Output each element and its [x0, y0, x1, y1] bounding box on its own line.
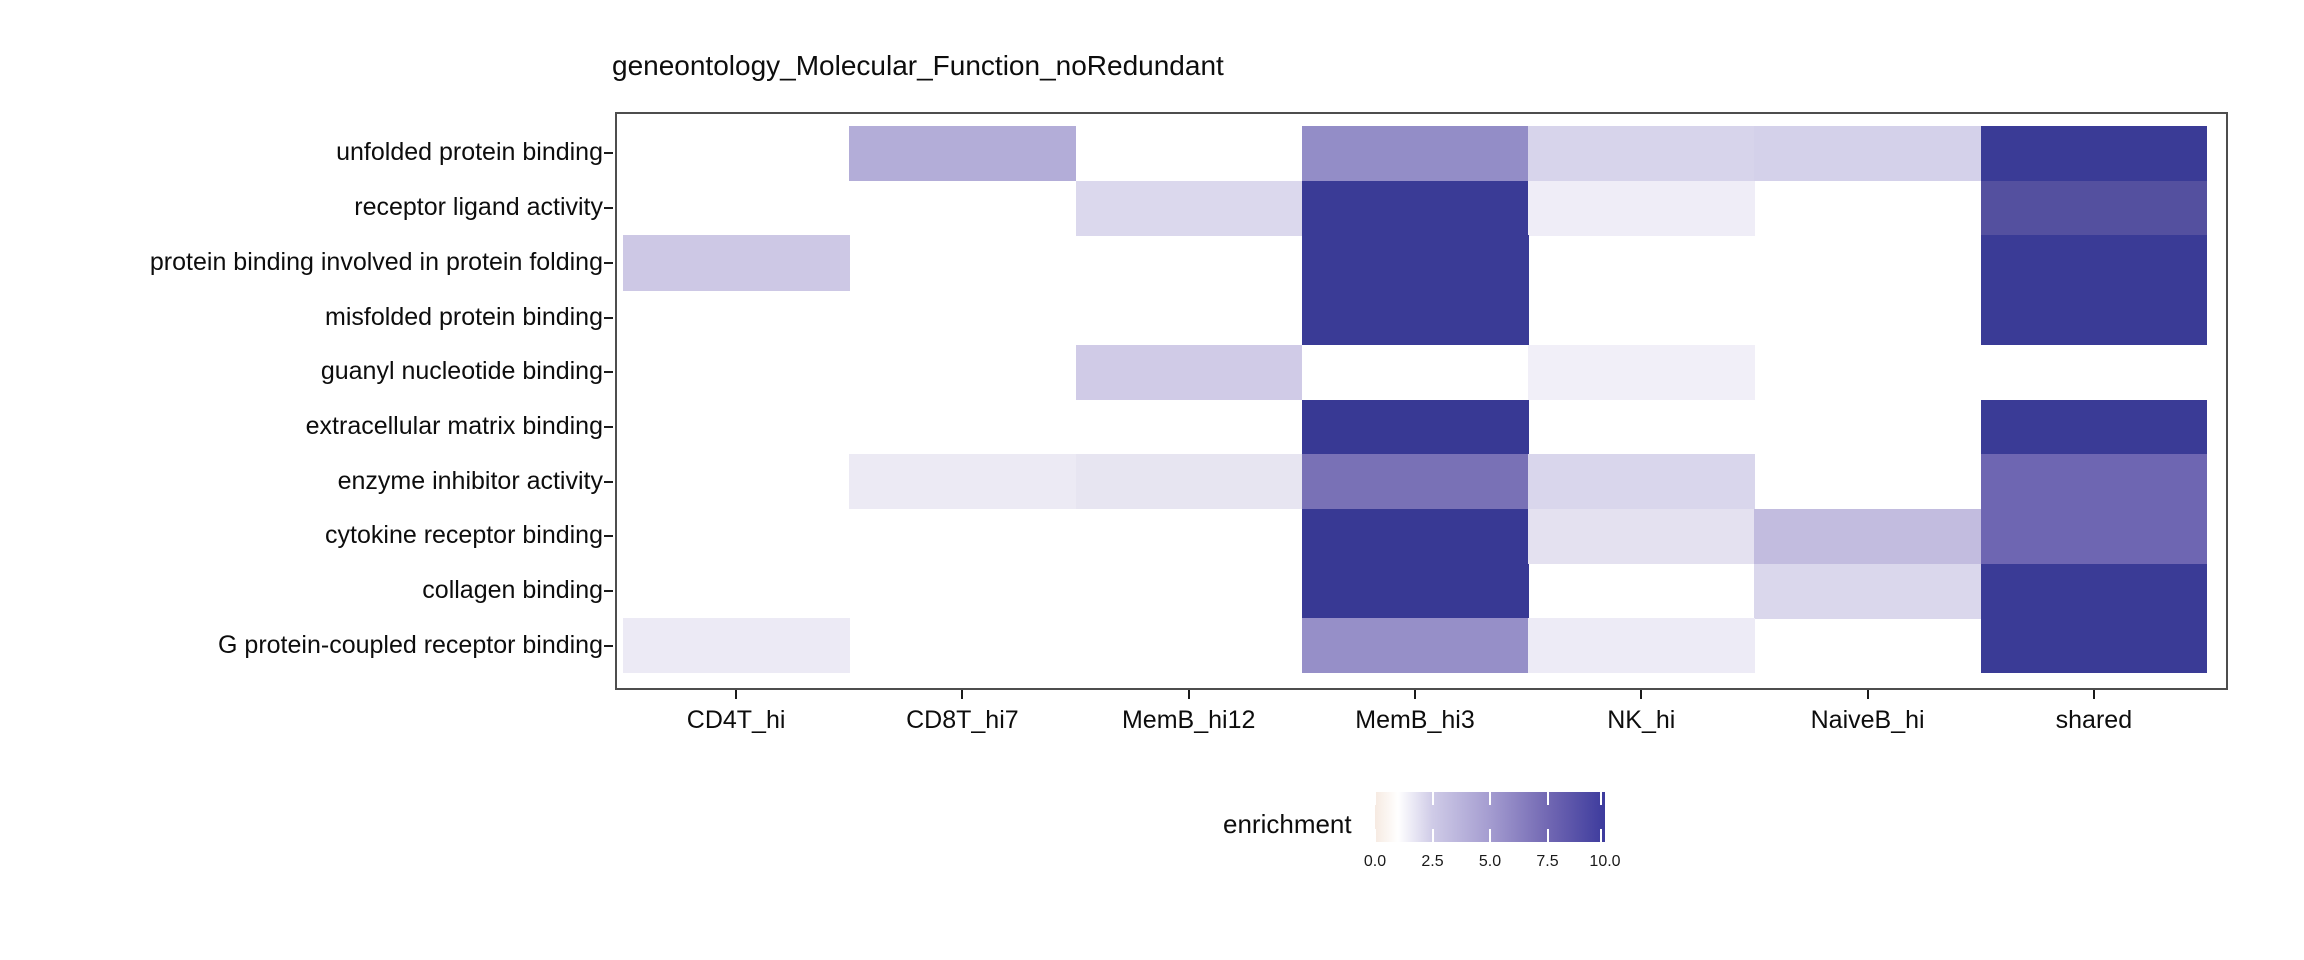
legend-tick	[1546, 829, 1549, 842]
x-axis-label: CD4T_hi	[686, 706, 786, 734]
legend-tick	[1431, 829, 1434, 842]
heatmap-cell	[1754, 126, 1982, 182]
heatmap-cell	[1075, 180, 1303, 236]
legend-tick	[1374, 792, 1376, 805]
heatmap-cell	[1301, 126, 1529, 182]
y-axis-label: guanyl nucleotide binding	[320, 357, 603, 386]
heatmap-cell	[1754, 563, 1982, 619]
heatmap-cell	[1980, 508, 2208, 565]
y-axis-label: enzyme inhibitor activity	[337, 466, 603, 495]
y-axis-tick	[604, 261, 613, 264]
heatmap-cell	[1075, 344, 1303, 400]
heatmap-cell	[1301, 399, 1529, 455]
legend-tick-label: 2.5	[1421, 853, 1444, 870]
y-axis-label: receptor ligand activity	[354, 193, 603, 222]
y-axis-label: G protein-coupled receptor binding	[218, 630, 603, 659]
heatmap-cell	[1980, 126, 2208, 182]
x-axis-label: NaiveB_hi	[1810, 706, 1925, 734]
chart-title: geneontology_Molecular_Function_noRedund…	[612, 50, 1224, 81]
y-axis-label: unfolded protein binding	[336, 138, 603, 167]
heatmap-cell	[1528, 618, 1755, 674]
x-axis-label: NK_hi	[1607, 706, 1676, 734]
heatmap-cell	[1980, 618, 2208, 674]
legend-tick-label: 7.5	[1536, 853, 1559, 870]
y-axis-label: cytokine receptor binding	[325, 521, 603, 550]
x-axis-tick	[2092, 690, 2095, 699]
heatmap-cell	[1980, 399, 2208, 455]
heatmap-cell	[1980, 290, 2208, 346]
legend-tick	[1431, 792, 1434, 805]
legend-tick	[1546, 792, 1549, 805]
heatmap-cell	[1754, 508, 1982, 565]
y-axis-label: extracellular matrix binding	[305, 411, 603, 440]
heatmap-cell	[1301, 618, 1529, 674]
y-axis-tick	[604, 535, 613, 538]
heatmap-cell	[1528, 508, 1755, 565]
legend-tick	[1489, 792, 1491, 805]
x-axis-tick	[735, 690, 738, 699]
heatmap-cell	[849, 454, 1077, 510]
heatmap-cell	[1075, 454, 1303, 510]
heatmap-cell	[849, 126, 1077, 182]
y-axis-tick	[604, 644, 613, 647]
heatmap-cell	[1980, 235, 2208, 291]
x-axis-tick	[1866, 690, 1869, 699]
legend-tick	[1600, 792, 1602, 805]
x-axis-tick	[1640, 690, 1643, 699]
x-axis-tick	[1414, 690, 1416, 699]
y-axis-tick	[604, 425, 613, 428]
y-axis-tick	[604, 371, 613, 374]
x-axis-label: MemB_hi3	[1355, 706, 1475, 734]
heatmap-cell	[1980, 454, 2208, 510]
x-axis-label: shared	[2055, 706, 2133, 734]
heatmap-cell	[1528, 344, 1755, 400]
heatmap-cell	[1301, 454, 1529, 510]
legend-tick	[1600, 829, 1602, 842]
heatmap-cell	[1980, 563, 2208, 619]
heatmap-cell	[1301, 290, 1529, 346]
heatmap-cell	[1528, 180, 1755, 236]
heatmap-cell	[1528, 454, 1755, 510]
legend-tick-label: 0.0	[1363, 853, 1387, 870]
heatmap-cell	[1301, 235, 1529, 291]
y-axis-label: collagen binding	[422, 576, 603, 604]
y-axis-tick	[604, 590, 613, 592]
y-axis-tick	[604, 480, 613, 483]
plot-panel	[615, 112, 2228, 690]
heatmap-cell	[623, 235, 850, 291]
legend-tick	[1489, 829, 1491, 842]
heatmap-cell	[1301, 508, 1529, 565]
heatmap-cell	[1301, 563, 1529, 619]
heatmap-cell	[1301, 180, 1529, 236]
heatmap-cell	[1528, 126, 1755, 182]
x-axis-tick	[1187, 690, 1190, 699]
y-axis-tick	[604, 316, 613, 319]
y-axis-label: protein binding involved in protein fold…	[149, 247, 603, 276]
y-axis-label: misfolded protein binding	[325, 302, 603, 331]
y-axis-tick	[604, 152, 613, 155]
heatmap-cell	[1980, 180, 2208, 236]
legend-tick-label: 5.0	[1478, 853, 1502, 870]
heatmap-cell	[623, 618, 850, 674]
y-axis-tick	[604, 207, 613, 210]
x-axis-label: CD8T_hi7	[906, 706, 1019, 734]
legend-tick-label: 10.0	[1589, 853, 1621, 870]
x-axis-label: MemB_hi12	[1121, 706, 1256, 734]
legend-tick	[1374, 829, 1376, 842]
legend-title: enrichment	[1223, 809, 1352, 839]
x-axis-tick	[961, 690, 964, 699]
